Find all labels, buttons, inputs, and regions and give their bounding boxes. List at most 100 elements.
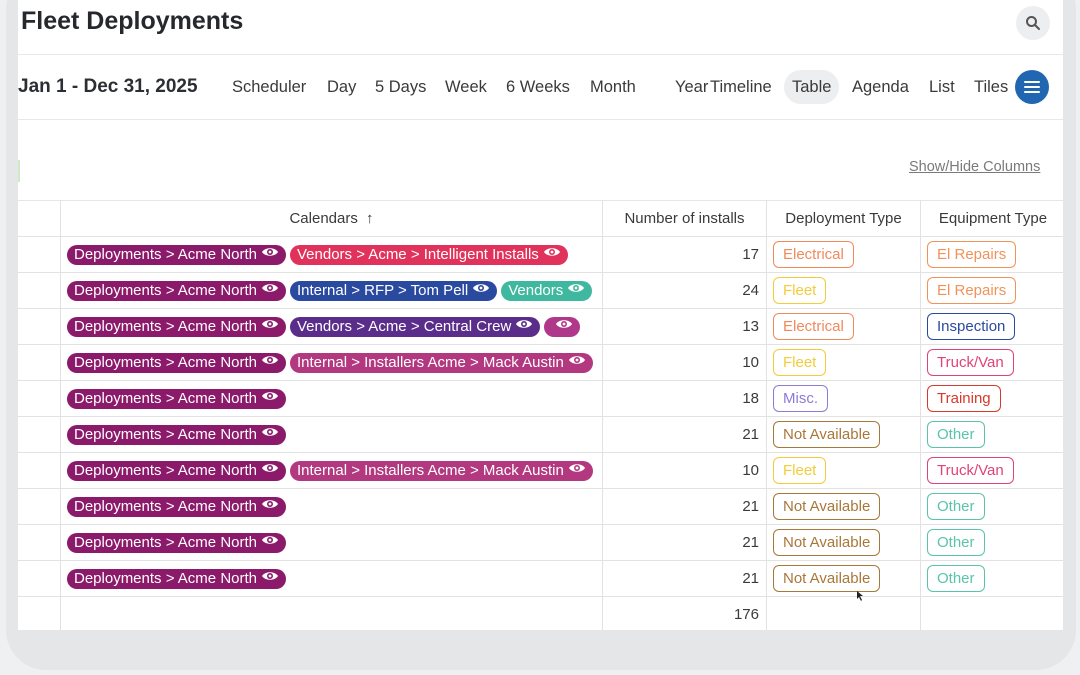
row-selector-cell[interactable]	[18, 236, 61, 273]
search-button[interactable]	[1016, 6, 1050, 40]
calendar-chip[interactable]: Deployments > Acme North	[67, 280, 286, 301]
date-range[interactable]: Jan 1 - Dec 31, 2025	[18, 76, 198, 97]
eye-icon[interactable]	[568, 460, 586, 480]
eye-icon[interactable]	[568, 352, 586, 372]
deployment-type-tag[interactable]: Electrical	[773, 241, 854, 268]
eye-icon[interactable]	[472, 280, 490, 300]
row-selector-cell[interactable]	[18, 488, 61, 525]
table-row[interactable]: Deployments > Acme North 18 Misc. Training	[18, 380, 1063, 417]
row-selector-cell[interactable]	[18, 308, 61, 345]
tab-tiles[interactable]: Tiles	[974, 78, 1009, 96]
table-row[interactable]: Deployments > Acme North 21 Not Available O…	[18, 488, 1063, 525]
eye-icon[interactable]	[261, 352, 279, 372]
calendar-chip[interactable]: Vendors	[501, 280, 593, 301]
deployment-type-tag[interactable]: Not Available	[773, 421, 881, 448]
tab-table[interactable]: Table	[784, 70, 840, 104]
tab-6-weeks[interactable]: 6 Weeks	[506, 78, 570, 96]
table-row[interactable]: Deployments > Acme North Internal > RFP >…	[18, 272, 1063, 309]
equipment-type-tag[interactable]: Other	[927, 565, 985, 592]
equipment-type-tag[interactable]: El Repairs	[927, 277, 1017, 304]
deployment-type-tag[interactable]: Fleet	[773, 349, 827, 376]
table-row[interactable]: Deployments > Acme North Vendors > Acme >…	[18, 308, 1063, 345]
tab-month[interactable]: Month	[590, 78, 636, 96]
table-row[interactable]: Deployments > Acme North Internal > Insta…	[18, 344, 1063, 381]
row-selector-cell[interactable]	[18, 524, 61, 561]
tab-timeline[interactable]: Timeline	[710, 78, 772, 96]
eye-icon[interactable]	[261, 424, 279, 444]
row-selector-cell[interactable]	[18, 344, 61, 381]
calendar-chip[interactable]: Deployments > Acme North	[67, 424, 286, 445]
eye-icon[interactable]	[261, 244, 279, 264]
eye-icon[interactable]	[515, 316, 533, 336]
calendar-chip[interactable]: Deployments > Acme North	[67, 496, 286, 517]
calendar-chip-label: Deployments > Acme North	[74, 425, 257, 443]
tab-5-days[interactable]: 5 Days	[375, 78, 427, 96]
equipment-type-tag[interactable]: Other	[927, 529, 985, 556]
tab-scheduler[interactable]: Scheduler	[232, 78, 307, 96]
row-selector-cell[interactable]	[18, 380, 61, 417]
column-header-installs[interactable]: Number of installs	[602, 200, 767, 237]
search-icon	[1026, 16, 1040, 30]
deployment-type-tag[interactable]: Fleet	[773, 457, 827, 484]
eye-icon[interactable]	[567, 280, 585, 300]
eye-icon[interactable]	[261, 460, 279, 480]
calendar-chip[interactable]: Internal > RFP > Tom Pell	[290, 280, 498, 301]
calendar-chip[interactable]	[544, 316, 581, 337]
deployment-type-tag[interactable]: Electrical	[773, 313, 854, 340]
tab-list[interactable]: List	[929, 78, 955, 96]
row-selector-cell[interactable]	[18, 452, 61, 489]
column-header-deployment-type[interactable]: Deployment Type	[766, 200, 921, 237]
table-row[interactable]: Deployments > Acme North 21 Not Available O…	[18, 524, 1063, 561]
tab-year[interactable]: Year	[675, 78, 709, 96]
menu-button[interactable]	[1015, 70, 1049, 104]
calendar-chip[interactable]: Deployments > Acme North	[67, 316, 286, 337]
row-selector-cell[interactable]	[18, 560, 61, 597]
deployment-type-tag[interactable]: Misc.	[773, 385, 828, 412]
equipment-type-tag[interactable]: Truck/Van	[927, 349, 1014, 376]
column-header-equipment-type[interactable]: Equipment Type	[920, 200, 1063, 237]
tab-day[interactable]: Day	[327, 78, 357, 96]
equipment-type-tag[interactable]: Other	[927, 493, 985, 520]
eye-icon[interactable]	[261, 496, 279, 516]
calendar-chip[interactable]: Internal > Installers Acme > Mack Austin	[290, 460, 593, 481]
eye-icon[interactable]	[261, 568, 279, 588]
calendar-chip-label: Vendors > Acme > Central Crew	[297, 317, 512, 335]
calendar-chip-label: Deployments > Acme North	[74, 245, 257, 263]
row-selector-cell[interactable]	[18, 416, 61, 453]
table-row[interactable]: Deployments > Acme North Vendors > Acme >…	[18, 236, 1063, 273]
deployment-type-tag[interactable]: Not Available	[773, 493, 881, 520]
calendar-chip[interactable]: Deployments > Acme North	[67, 244, 286, 265]
calendar-chip[interactable]: Deployments > Acme North	[67, 388, 286, 409]
calendar-chip[interactable]: Deployments > Acme North	[67, 352, 286, 373]
show-hide-columns-link[interactable]: Show/Hide Columns	[909, 159, 1041, 175]
calendar-chip[interactable]: Deployments > Acme North	[67, 568, 286, 589]
tab-agenda[interactable]: Agenda	[852, 78, 909, 96]
equipment-type-tag[interactable]: Training	[927, 385, 1001, 412]
calendar-chip-label: Deployments > Acme North	[74, 353, 257, 371]
calendar-chip[interactable]: Vendors > Acme > Central Crew	[290, 316, 541, 337]
deployment-type-tag[interactable]: Not Available	[773, 565, 881, 592]
deployment-type-tag[interactable]: Not Available	[773, 529, 881, 556]
calendar-chip[interactable]: Internal > Installers Acme > Mack Austin	[290, 352, 593, 373]
calendars-cell: Deployments > Acme North	[60, 560, 603, 597]
calendar-chip[interactable]: Deployments > Acme North	[67, 532, 286, 553]
equipment-type-tag[interactable]: El Repairs	[927, 241, 1017, 268]
eye-icon[interactable]	[555, 316, 573, 336]
eye-icon[interactable]	[543, 244, 561, 264]
deployment-type-tag[interactable]: Fleet	[773, 277, 827, 304]
table-row[interactable]: Deployments > Acme North Internal > Insta…	[18, 452, 1063, 489]
eye-icon[interactable]	[261, 388, 279, 408]
row-selector-cell[interactable]	[18, 272, 61, 309]
equipment-type-tag[interactable]: Inspection	[927, 313, 1016, 340]
table-row[interactable]: Deployments > Acme North 21 Not Available O…	[18, 416, 1063, 453]
column-header-calendars[interactable]: Calendars ↑	[60, 200, 603, 237]
calendar-chip[interactable]: Vendors > Acme > Intelligent Installs	[290, 244, 568, 265]
eye-icon[interactable]	[261, 280, 279, 300]
calendar-chip[interactable]: Deployments > Acme North	[67, 460, 286, 481]
equipment-type-tag[interactable]: Truck/Van	[927, 457, 1014, 484]
tab-week[interactable]: Week	[445, 78, 487, 96]
equipment-type-tag[interactable]: Other	[927, 421, 985, 448]
table-row[interactable]: Deployments > Acme North 21 Not Available O…	[18, 560, 1063, 597]
eye-icon[interactable]	[261, 532, 279, 552]
eye-icon[interactable]	[261, 316, 279, 336]
